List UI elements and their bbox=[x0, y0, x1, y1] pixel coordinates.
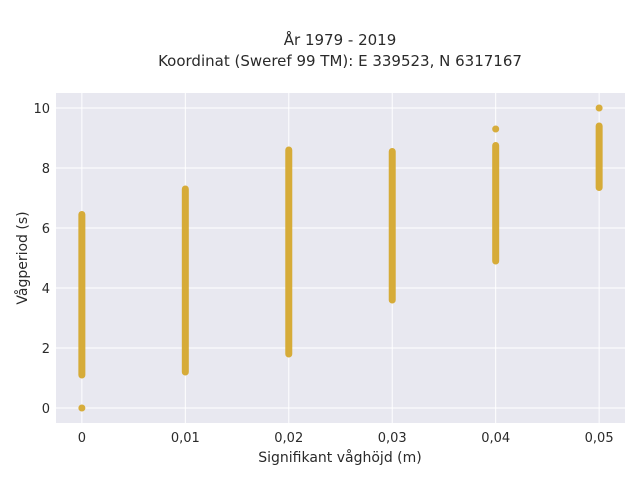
chart-title-line-2: Koordinat (Sweref 99 TM): E 339523, N 63… bbox=[158, 52, 522, 70]
y-tick-label: 10 bbox=[33, 102, 50, 117]
chart-title-line-1: År 1979 - 2019 bbox=[284, 30, 397, 49]
y-axis-ticks: 0 2 4 6 8 10 bbox=[33, 102, 50, 417]
x-tick-label: 0,03 bbox=[378, 431, 407, 446]
y-tick-label: 8 bbox=[42, 162, 50, 177]
y-tick-label: 2 bbox=[42, 342, 50, 357]
y-tick-label: 0 bbox=[42, 402, 50, 417]
data-point bbox=[78, 404, 86, 412]
data-points bbox=[78, 104, 603, 412]
y-axis-label: Vågperiod (s) bbox=[14, 211, 31, 304]
x-axis-ticks: 0 0,01 0,02 0,03 0,04 0,05 bbox=[78, 431, 614, 446]
x-tick-label: 0,01 bbox=[171, 431, 200, 446]
x-tick-label: 0,02 bbox=[274, 431, 303, 446]
x-tick-label: 0,05 bbox=[585, 431, 614, 446]
data-point bbox=[595, 104, 603, 112]
x-axis-label: Signifikant våghöjd (m) bbox=[258, 449, 421, 466]
x-tick-label: 0,04 bbox=[481, 431, 510, 446]
y-tick-label: 6 bbox=[42, 222, 50, 237]
plot-area bbox=[56, 93, 625, 423]
x-tick-label: 0 bbox=[78, 431, 86, 446]
data-point bbox=[492, 125, 500, 133]
y-tick-label: 4 bbox=[42, 282, 50, 297]
